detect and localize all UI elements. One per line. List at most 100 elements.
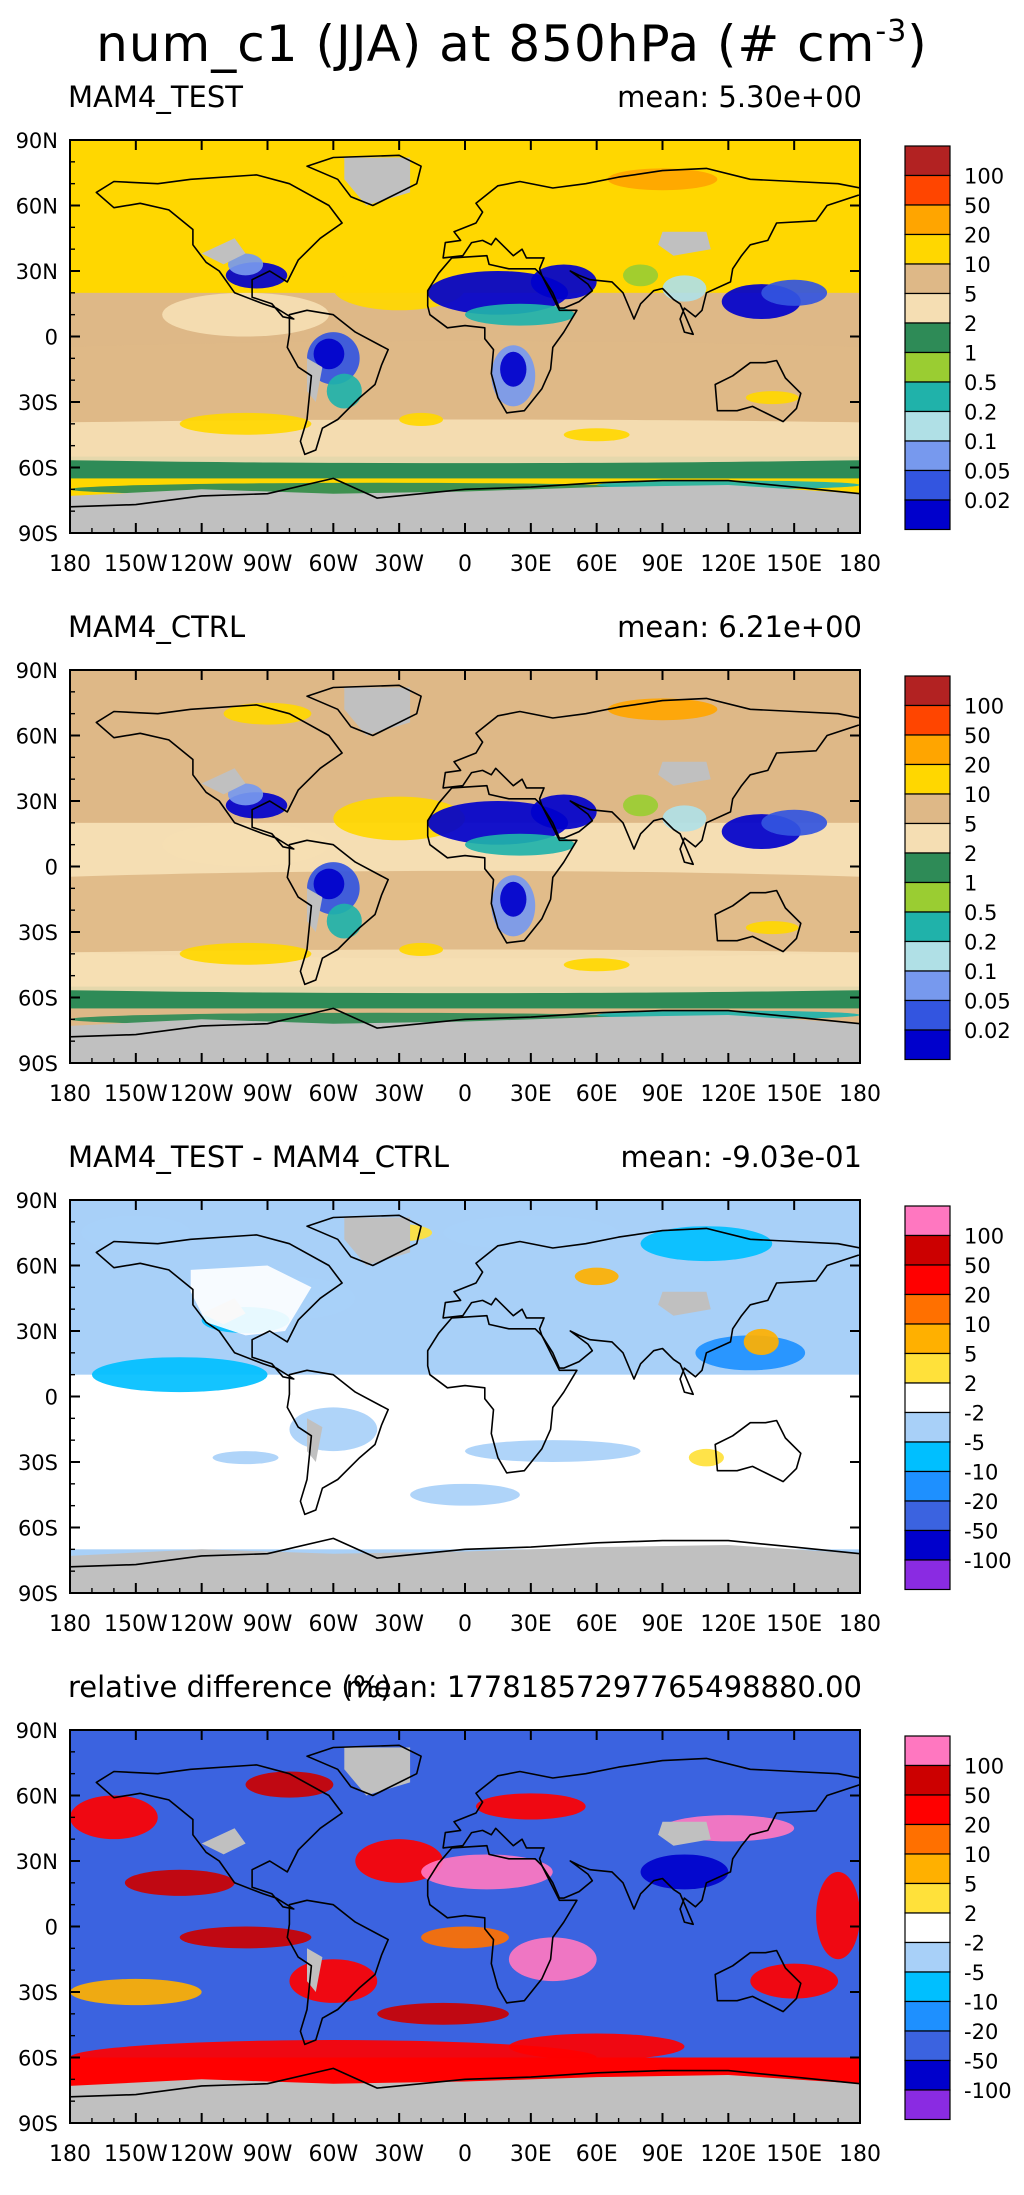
- coastline-north-america: [95, 704, 343, 850]
- y-tick-label: 60N: [16, 195, 58, 219]
- x-tick-label: 180: [49, 2142, 91, 2167]
- x-tick-label: 90E: [642, 552, 684, 577]
- y-tick-label: 90S: [18, 1582, 58, 1606]
- field-region: [743, 1328, 779, 1356]
- field-region: [563, 428, 630, 442]
- x-tick-label: 90E: [642, 1082, 684, 1107]
- panel-mean: mean: 5.30e+00: [617, 80, 862, 114]
- colorbar-label: -10: [964, 1461, 998, 1485]
- x-tick-label: 90W: [243, 1612, 293, 1637]
- colorbar-box: [904, 940, 951, 972]
- panel-plot: 180 150W 120W 90W 60W 30W 0 30E 60E 90E 120E 150E 18…: [16, 129, 1011, 577]
- field-region: [326, 903, 362, 939]
- map-field: [70, 1200, 860, 1593]
- field-region: [212, 1451, 279, 1465]
- x-tick-label: 30E: [510, 1082, 552, 1107]
- x-tick-label: 30W: [374, 2142, 424, 2167]
- field-region: [190, 1265, 312, 1336]
- y-tick-label: 30S: [18, 1981, 58, 2005]
- field-region: [500, 881, 527, 917]
- x-tick-label: 120W: [170, 1082, 234, 1107]
- field-region: [623, 794, 659, 817]
- x-tick-label: 120E: [700, 1612, 756, 1637]
- colorbar-label: 50: [964, 1254, 991, 1278]
- coastline-australia: [714, 1949, 802, 2013]
- field-region: [223, 702, 312, 725]
- field-region: [70, 949, 860, 994]
- x-tick-label: 150E: [766, 1082, 822, 1107]
- colorbar-label: 2: [964, 1372, 977, 1396]
- colorbar-box: [904, 1735, 951, 1767]
- x-tick-label: 150W: [104, 1612, 168, 1637]
- colorbar-label: 100: [964, 1755, 1004, 1779]
- colorbar-box: [904, 1323, 951, 1355]
- colorbar-box: [904, 1234, 951, 1266]
- colorbar-box: [904, 499, 951, 531]
- y-tick-label: 90S: [18, 2112, 58, 2136]
- x-tick-label: 150W: [104, 2142, 168, 2167]
- colorbar-label: 2: [964, 312, 977, 336]
- x-tick-label: 120W: [170, 1612, 234, 1637]
- coastline-greenland: [306, 154, 422, 207]
- colorbar-box: [904, 322, 951, 354]
- panel-title: MAM4_TEST: [68, 80, 243, 114]
- panel-mean: mean: 17781857297765498880.00: [345, 1670, 862, 1704]
- colorbar-label: -100: [964, 1549, 1012, 1573]
- panel-plot: 180 150W 120W 90W 60W 30W 0 30E 60E 90E 120E 150E 18…: [16, 659, 1011, 1107]
- x-tick-label: 90W: [243, 552, 293, 577]
- colorbar-box: [904, 1971, 951, 2003]
- colorbar-box: [904, 2000, 951, 2032]
- colorbar-label: 10: [964, 253, 991, 277]
- x-tick-label: 120W: [170, 552, 234, 577]
- y-tick-label: 90N: [16, 659, 58, 683]
- missing-andes: [307, 1948, 323, 1992]
- field-region: [313, 868, 345, 900]
- colorbar-box: [904, 1470, 951, 1502]
- colorbar-box: [904, 1941, 951, 1973]
- colorbar-box: [904, 704, 951, 736]
- x-tick-label: 180: [839, 552, 881, 577]
- colorbar-label: 0.5: [964, 371, 997, 395]
- colorbar-box: [904, 233, 951, 265]
- y-tick-label: 30N: [16, 1320, 58, 1344]
- coastline-greenland: [306, 1744, 422, 1797]
- x-tick-label: 60W: [308, 2142, 358, 2167]
- colorbar-label: -50: [964, 2050, 998, 2074]
- coastline-australia: [714, 359, 802, 423]
- colorbar-label: 20: [964, 224, 991, 248]
- figure-title: num_c1 (JJA) at 850hPa (# cm-3): [0, 0, 1024, 73]
- y-tick-label: 30S: [18, 921, 58, 945]
- colorbar-box: [904, 381, 951, 413]
- field-region: [377, 2002, 509, 2025]
- colorbar-label: 20: [964, 1814, 991, 1838]
- field-region: [464, 833, 575, 856]
- y-tick-label: 0: [45, 856, 58, 880]
- colorbar-box: [904, 440, 951, 472]
- field-region: [124, 1869, 235, 1896]
- colorbar-box: [904, 410, 951, 442]
- field-region: [745, 391, 799, 405]
- figure-title-text: num_c1 (JJA) at 850hPa (# cm: [96, 15, 876, 73]
- panel-difference: MAM4_TEST - MAM4_CTRL mean: -9.03e-01 18…: [0, 1140, 1024, 1665]
- y-tick-label: 90N: [16, 129, 58, 153]
- y-tick-label: 90N: [16, 1189, 58, 1213]
- missing-tibet: [658, 231, 711, 256]
- field-region: [688, 1448, 724, 1467]
- colorbar-label: 50: [964, 194, 991, 218]
- x-tick-label: 60E: [576, 2142, 618, 2167]
- x-tick-label: 180: [839, 1612, 881, 1637]
- field-region: [70, 1795, 158, 1840]
- field-region: [662, 805, 707, 832]
- x-tick-label: 30E: [510, 1612, 552, 1637]
- field-region: [530, 794, 597, 830]
- x-tick-label: 180: [49, 1082, 91, 1107]
- colorbar-box: [904, 1559, 951, 1591]
- coastline-africa: [426, 1314, 578, 1474]
- colorbar-box: [904, 2089, 951, 2121]
- coastline-north-america: [95, 1764, 343, 1910]
- coastline-south-america: [286, 1899, 390, 2046]
- panel-mean: mean: 6.21e+00: [617, 610, 862, 644]
- colorbar-box: [904, 675, 951, 707]
- field-region: [421, 1854, 553, 1890]
- field-region: [443, 1215, 619, 1251]
